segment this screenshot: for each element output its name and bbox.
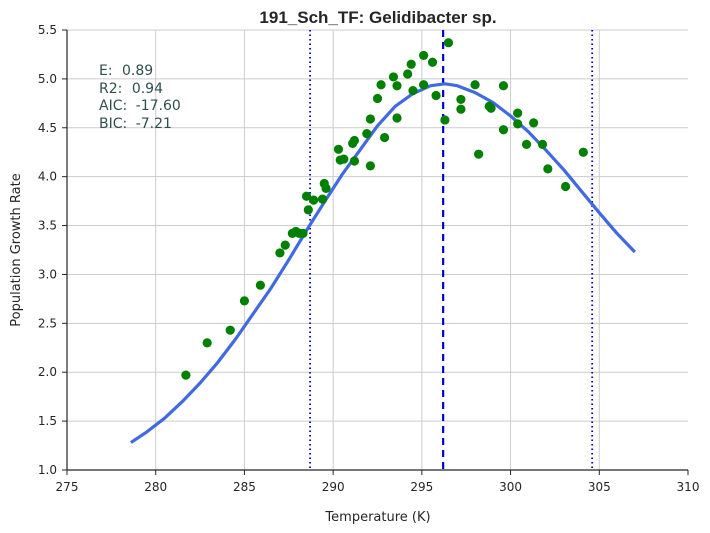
y-tick-label: 2.5 [38, 316, 57, 330]
stat-aic: AIC: -17.60 [99, 98, 181, 114]
data-point [301, 191, 312, 201]
reference-lines [309, 30, 594, 470]
data-point [255, 280, 265, 290]
data-point [456, 94, 466, 105]
axes [62, 29, 689, 475]
data-point [560, 181, 571, 192]
data-point [379, 132, 390, 143]
stat-aic-value: -17.60 [136, 98, 181, 114]
x-axis-title: Temperature (K) [324, 510, 430, 525]
data-point [578, 147, 588, 157]
data-point [443, 38, 454, 48]
fit-curve [130, 82, 636, 444]
data-point [362, 129, 372, 139]
data-point [388, 72, 399, 82]
data-point [486, 103, 496, 113]
data-point [225, 325, 235, 335]
data-point [303, 205, 313, 215]
y-tick-label: 4.5 [38, 121, 57, 135]
data-point [440, 115, 450, 125]
data-point [181, 370, 191, 380]
data-point [406, 59, 416, 69]
data-point [392, 113, 402, 123]
data-point [333, 144, 344, 154]
data-point [419, 80, 429, 90]
data-point [403, 69, 413, 79]
data-points-layer [181, 38, 588, 380]
data-point [372, 93, 383, 104]
y-tick-label: 1.0 [38, 463, 57, 477]
x-tick-label: 280 [144, 480, 167, 494]
y-tick-label: 2.0 [38, 365, 57, 379]
data-point [470, 80, 480, 90]
data-point [239, 296, 250, 306]
y-tick-label: 4.0 [38, 170, 57, 184]
x-tick-label: 285 [233, 480, 256, 494]
data-point [298, 228, 308, 238]
y-tick-label: 5.5 [38, 23, 57, 37]
stat-r2: R2: 0.94 [99, 81, 163, 97]
data-point [365, 114, 376, 124]
data-point [521, 139, 532, 149]
stat-bic: BIC: -7.21 [99, 116, 172, 132]
stat-r2-label: R2: [99, 81, 122, 97]
stat-r2-value: 0.94 [132, 81, 163, 97]
y-tick-label: 3.5 [38, 219, 57, 233]
data-point [376, 80, 386, 90]
y-tick-label: 5.0 [38, 72, 57, 86]
data-point [543, 164, 553, 174]
data-point [339, 154, 349, 164]
data-point [202, 338, 212, 348]
data-point [498, 81, 509, 91]
data-point [456, 104, 466, 114]
stat-aic-label: AIC: [99, 98, 127, 114]
fit-curve-layer [130, 82, 636, 444]
stat-bic-value: -7.21 [136, 116, 172, 132]
data-point [513, 119, 523, 129]
stat-bic-label: BIC: [99, 116, 127, 132]
data-point [408, 86, 418, 96]
y-tick-label: 3.0 [38, 267, 57, 281]
data-point [513, 108, 523, 118]
data-point [365, 161, 376, 171]
data-point [280, 240, 290, 250]
data-point [474, 149, 484, 159]
data-point [309, 195, 319, 205]
stat-e: E: 0.89 [99, 63, 153, 79]
data-point [537, 139, 548, 149]
data-point [431, 90, 441, 101]
data-point [275, 248, 285, 258]
data-point [427, 57, 438, 67]
data-point [321, 183, 331, 193]
x-tick-label: 290 [322, 480, 345, 494]
x-tick-label: 275 [56, 480, 79, 494]
y-tick-label: 1.5 [38, 414, 57, 428]
x-tick-label: 305 [588, 480, 611, 494]
data-point [317, 194, 328, 204]
data-point [419, 50, 429, 61]
stat-e-label: E: [99, 63, 113, 79]
data-point [349, 135, 360, 146]
stat-e-value: 0.89 [122, 63, 153, 79]
data-point [349, 156, 360, 166]
y-axis-title: Population Growth Rate [9, 173, 24, 326]
x-tick-label: 300 [499, 480, 522, 494]
data-point [529, 118, 539, 128]
data-point [498, 125, 509, 135]
chart-title: 191_Sch_TF: Gelidibacter sp. [259, 8, 496, 27]
tick-labels: 275 280 285 290 295 300 305 310 1.0 1.5 2.0 2.5 3.0 3… [38, 23, 700, 494]
x-tick-label: 295 [410, 480, 433, 494]
data-point [392, 81, 402, 91]
stats-box: E: 0.89 R2: 0.94 AIC: -17.60 BIC: -7.21 [99, 63, 181, 132]
x-tick-label: 310 [677, 480, 700, 494]
